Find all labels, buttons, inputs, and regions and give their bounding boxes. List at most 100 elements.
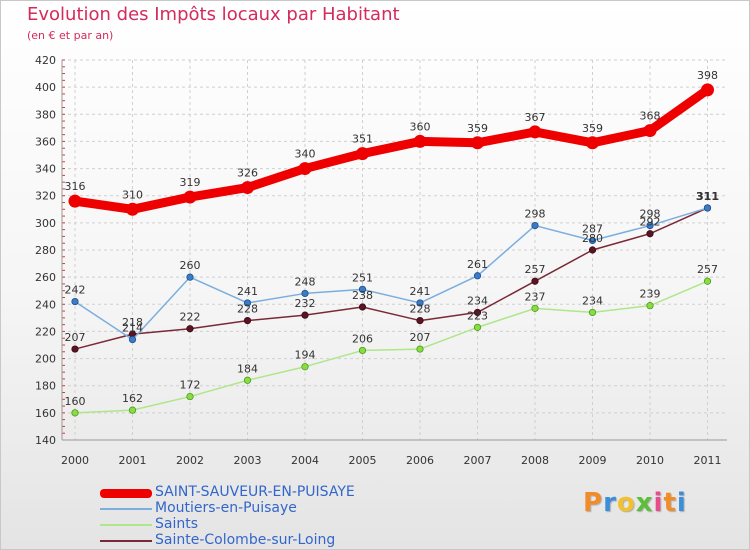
data-label: 367	[525, 111, 546, 124]
x-tick-label: 2011	[694, 454, 722, 467]
legend-swatch	[100, 524, 152, 526]
data-point	[243, 376, 252, 384]
data-point	[588, 246, 597, 254]
data-point	[71, 345, 79, 353]
data-point	[703, 277, 712, 285]
x-tick-label: 2000	[61, 454, 89, 467]
logo-letter: x	[635, 488, 654, 518]
data-label: 319	[180, 176, 201, 189]
data-point	[588, 236, 597, 245]
x-tick-label: 2009	[579, 454, 607, 467]
data-point	[416, 316, 424, 325]
data-point	[126, 202, 139, 216]
y-tick-label: 240	[35, 298, 56, 311]
data-label: 261	[467, 258, 488, 271]
data-label: 222	[180, 311, 201, 324]
data-point	[356, 147, 369, 161]
data-point	[358, 346, 367, 355]
data-point	[646, 230, 654, 238]
y-tick-label: 180	[35, 380, 56, 393]
y-tick-label: 340	[35, 163, 56, 176]
x-tick-label: 2002	[176, 454, 204, 467]
y-tick-label: 140	[35, 434, 56, 447]
data-label: 310	[122, 188, 143, 201]
chart-subtitle: (en € et par an)	[27, 29, 114, 42]
logo-letter: r	[603, 488, 617, 518]
data-label: 239	[640, 288, 661, 301]
y-tick-label: 320	[35, 190, 56, 203]
data-label: 172	[180, 379, 201, 392]
data-label: 298	[640, 208, 661, 221]
data-point	[243, 299, 252, 307]
data-label: 298	[525, 208, 546, 221]
data-point	[301, 311, 309, 319]
x-tick-label: 2008	[521, 454, 549, 467]
y-tick-label: 400	[35, 81, 56, 94]
y-tick-label: 360	[35, 135, 56, 148]
data-point	[68, 194, 82, 208]
data-point	[186, 273, 194, 281]
data-point	[471, 136, 484, 150]
series-3	[71, 204, 712, 353]
data-label: 207	[65, 331, 86, 344]
data-label: 232	[295, 297, 316, 310]
data-label: 242	[65, 284, 86, 297]
data-point	[473, 308, 482, 317]
data-label: 228	[410, 303, 431, 316]
data-point	[646, 302, 654, 310]
y-tick-label: 280	[35, 244, 56, 257]
legend-label: Saints	[155, 516, 199, 532]
data-point	[358, 285, 367, 293]
data-label: 206	[352, 332, 373, 345]
data-label: 223	[467, 309, 488, 322]
legend-swatch	[100, 488, 152, 498]
data-point	[416, 345, 424, 353]
data-point	[128, 335, 137, 344]
data-label: 248	[295, 275, 316, 288]
series-2	[71, 277, 712, 417]
data-label: 234	[582, 294, 603, 307]
data-label: 351	[352, 133, 373, 146]
series-line	[70, 85, 712, 214]
x-tick-label: 2003	[234, 454, 262, 467]
data-label: 234	[467, 294, 488, 307]
logo-letter: i	[653, 488, 664, 518]
series-0	[68, 83, 714, 216]
data-label: 260	[180, 259, 201, 272]
legend-swatch	[100, 540, 152, 542]
series-line	[74, 207, 709, 350]
data-point	[531, 277, 539, 285]
legend-swatch	[100, 508, 152, 510]
logo-letter: i	[676, 488, 687, 518]
logo-letter: o	[616, 488, 636, 518]
series-line	[74, 280, 709, 414]
data-label: 311	[696, 190, 719, 203]
data-point	[128, 406, 137, 414]
data-label: 207	[410, 331, 431, 344]
data-point	[186, 325, 194, 333]
data-point	[71, 409, 79, 417]
data-label: 359	[467, 122, 488, 135]
data-label: 218	[122, 316, 143, 329]
data-point	[586, 136, 599, 150]
x-tick-label: 2001	[119, 454, 147, 467]
data-label: 316	[65, 180, 86, 193]
data-point	[301, 363, 309, 371]
x-tick-label: 2007	[464, 454, 492, 467]
y-tick-label: 220	[35, 325, 56, 338]
legend-label: Moutiers-en-Puisaye	[155, 500, 297, 516]
data-label: 280	[582, 232, 603, 245]
data-label: 162	[122, 392, 143, 405]
data-label: 228	[237, 303, 258, 316]
legend-label: Sainte-Colombe-sur-Loing	[155, 532, 336, 548]
x-tick-label: 2005	[349, 454, 377, 467]
data-label: 238	[352, 289, 373, 302]
data-point	[243, 316, 252, 325]
chart-title: Evolution des Impôts locaux par Habitant	[27, 4, 400, 25]
data-point	[588, 308, 597, 317]
data-label: 311	[696, 190, 719, 203]
data-label: 340	[295, 148, 316, 161]
x-tick-label: 2006	[406, 454, 434, 467]
legend-label: SAINT-SAUVEUR-EN-PUISAYE	[155, 484, 355, 500]
